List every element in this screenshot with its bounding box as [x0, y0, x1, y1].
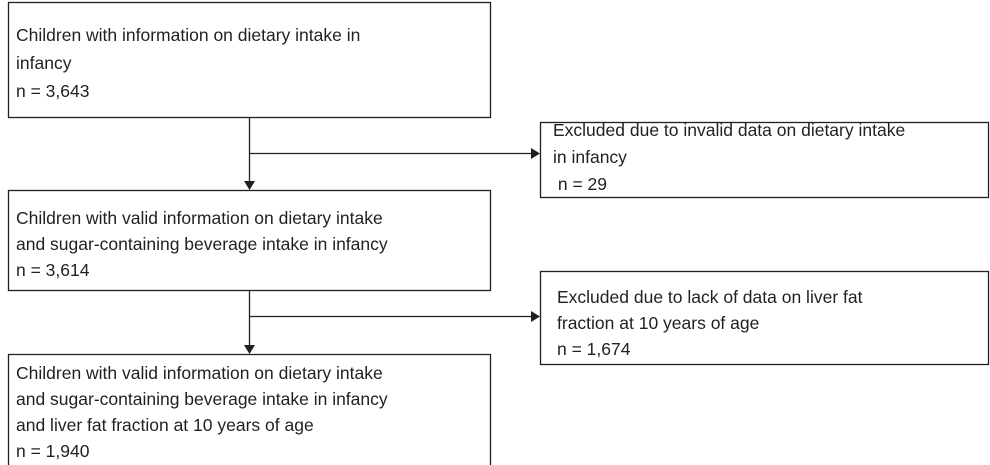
- node-text: n = 1,940: [16, 441, 90, 461]
- node-text: Excluded due to lack of data on liver fa…: [557, 287, 863, 307]
- node-text: n = 3,643: [16, 81, 89, 101]
- node-text: n = 3,614: [16, 260, 90, 280]
- node-text: Excluded due to invalid data on dietary …: [553, 120, 905, 140]
- node-text: infancy: [16, 53, 72, 73]
- node-text: Children with information on dietary int…: [16, 25, 360, 45]
- node-text: n = 1,674: [557, 339, 631, 359]
- node-text: Children with valid information on dieta…: [16, 208, 383, 228]
- arrowhead: [531, 311, 540, 322]
- arrowhead: [244, 345, 255, 354]
- node-text: and liver fat fraction at 10 years of ag…: [16, 415, 314, 435]
- arrowhead: [531, 148, 540, 159]
- node-text: and sugar-containing beverage intake in …: [16, 389, 388, 409]
- box: [539, 121, 990, 199]
- arrowhead: [244, 181, 255, 190]
- node-text: in infancy: [553, 147, 627, 167]
- node-text: Children with valid information on dieta…: [16, 363, 383, 383]
- box: [539, 270, 990, 366]
- node-text: n = 29: [553, 174, 607, 194]
- box: [7, 353, 492, 465]
- node-text: and sugar-containing beverage intake in …: [16, 234, 388, 254]
- node-text: fraction at 10 years of age: [557, 313, 759, 333]
